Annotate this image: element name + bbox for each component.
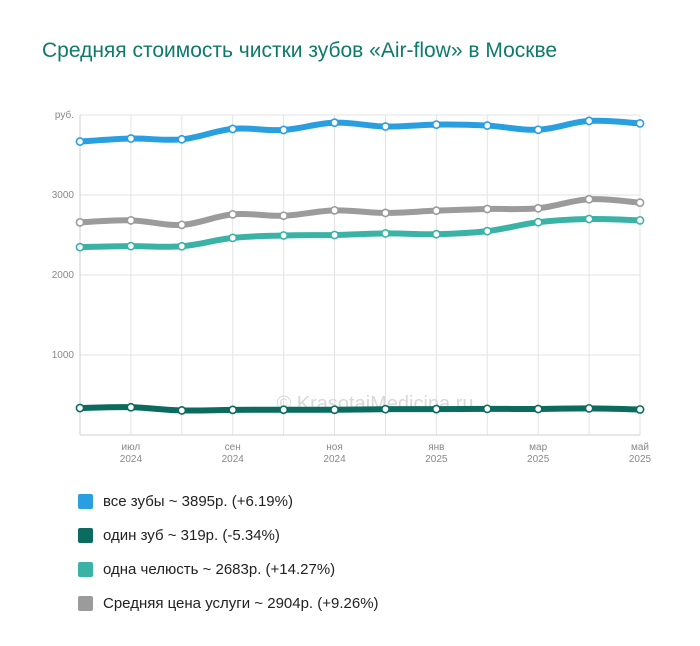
- x-tick-label-month: сен: [225, 442, 241, 453]
- x-tick-label-month: июл: [122, 442, 141, 453]
- legend-item-jaw[interactable]: одна челюсть ~ 2683р. (+14.27%): [78, 552, 379, 586]
- data-point-jaw: [75, 242, 85, 252]
- data-point-jaw: [126, 241, 136, 251]
- data-point-avg: [279, 211, 289, 221]
- data-point-jaw: [279, 231, 289, 240]
- series-line-one: [77, 404, 643, 414]
- data-point-avg: [584, 194, 594, 204]
- legend-swatch: [78, 561, 93, 577]
- data-point-avg: [126, 215, 136, 225]
- data-point-jaw: [177, 241, 187, 251]
- x-tick-label-year: 2025: [629, 454, 652, 465]
- data-point-avg: [635, 198, 645, 208]
- data-point-avg: [228, 209, 238, 219]
- line-chart: 100020003000руб.июл2024сен2024ноя2024янв…: [52, 109, 652, 465]
- legend-swatch: [78, 595, 93, 611]
- data-point-jaw: [330, 230, 339, 240]
- data-point-one: [482, 404, 492, 414]
- legend-swatch: [78, 493, 93, 509]
- x-tick-label-month: ноя: [326, 442, 343, 453]
- x-tick-label-year: 2024: [323, 454, 346, 465]
- data-point-one: [75, 403, 85, 413]
- data-point-one: [533, 404, 543, 414]
- data-point-all: [75, 137, 85, 146]
- data-point-all: [584, 116, 594, 126]
- data-point-avg: [482, 204, 492, 214]
- grid-lines: [79, 114, 641, 435]
- series-points: [75, 116, 645, 415]
- data-point-avg: [381, 208, 390, 218]
- data-point-one: [177, 406, 187, 415]
- series-lines: [77, 117, 643, 414]
- data-point-jaw: [584, 214, 594, 224]
- data-point-jaw: [482, 226, 492, 236]
- data-point-one: [584, 403, 594, 413]
- y-tick-label: 2000: [52, 270, 75, 281]
- legend-label: все зубы ~ 3895р. (+6.19%): [103, 492, 293, 510]
- y-tick-label: 1000: [52, 350, 75, 361]
- data-point-all: [279, 125, 289, 135]
- x-tick-label-year: 2024: [120, 454, 143, 465]
- data-point-all: [177, 134, 187, 144]
- data-point-all: [635, 119, 645, 128]
- series-line-jaw: [77, 215, 643, 251]
- x-tick-label-year: 2025: [425, 454, 448, 465]
- data-point-one: [635, 405, 645, 414]
- x-tick-label-month: янв: [428, 442, 444, 453]
- x-tick-label-year: 2025: [527, 454, 550, 465]
- legend-label: Средняя цена услуги ~ 2904р. (+9.26%): [103, 594, 379, 612]
- data-point-jaw: [533, 217, 543, 227]
- data-point-avg: [75, 217, 85, 227]
- legend-item-one[interactable]: один зуб ~ 319р. (-5.34%): [78, 518, 379, 552]
- data-point-one: [381, 404, 390, 414]
- data-point-one: [228, 405, 238, 415]
- y-tick-label: 3000: [52, 190, 75, 201]
- data-point-one: [126, 402, 136, 412]
- legend-item-avg[interactable]: Средняя цена услуги ~ 2904р. (+9.26%): [78, 586, 379, 620]
- data-point-avg: [177, 220, 187, 230]
- data-point-avg: [330, 205, 339, 215]
- data-point-jaw: [381, 228, 390, 238]
- y-axis-unit-label: руб.: [55, 109, 74, 121]
- data-point-avg: [431, 206, 441, 216]
- legend-item-all[interactable]: все зубы ~ 3895р. (+6.19%): [78, 484, 379, 518]
- data-point-all: [126, 134, 136, 143]
- series-line-all: [77, 117, 643, 145]
- data-point-one: [431, 404, 441, 414]
- data-point-jaw: [228, 233, 238, 243]
- data-point-jaw: [635, 215, 645, 225]
- data-point-all: [228, 124, 238, 134]
- legend-swatch: [78, 527, 93, 543]
- data-point-all: [533, 125, 543, 135]
- legend: все зубы ~ 3895р. (+6.19%) один зуб ~ 319…: [78, 484, 379, 620]
- x-tick-label-year: 2024: [222, 454, 245, 465]
- data-point-all: [482, 121, 492, 130]
- data-point-all: [381, 122, 390, 131]
- chart-title: Средняя стоимость чистки зубов «Air-flow…: [42, 39, 558, 62]
- axes: 100020003000руб.июл2024сен2024ноя2024янв…: [52, 109, 652, 465]
- x-tick-label-month: мар: [529, 442, 547, 453]
- data-point-all: [431, 120, 441, 129]
- data-point-all: [330, 118, 339, 128]
- data-point-avg: [533, 203, 543, 213]
- data-point-one: [279, 405, 289, 415]
- data-point-one: [330, 405, 339, 415]
- data-point-jaw: [431, 229, 441, 239]
- series-line-avg: [77, 196, 643, 228]
- legend-label: одна челюсть ~ 2683р. (+14.27%): [103, 560, 336, 578]
- x-tick-label-month: май: [631, 442, 649, 453]
- legend-label: один зуб ~ 319р. (-5.34%): [103, 526, 280, 544]
